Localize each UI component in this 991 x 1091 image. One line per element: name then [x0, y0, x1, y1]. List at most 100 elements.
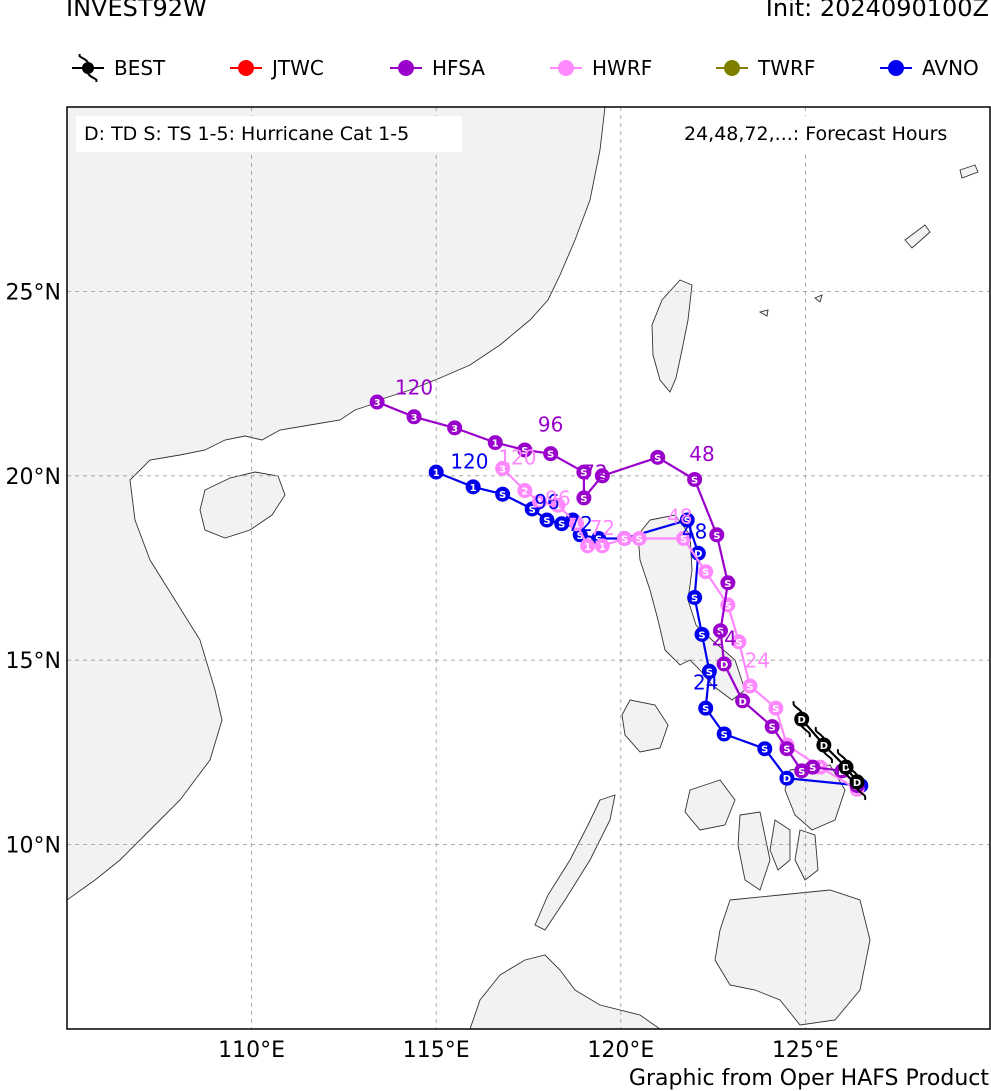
intensity-code: S	[654, 453, 661, 464]
x-tick-label: 115°E	[403, 1038, 470, 1063]
track-point-marker	[650, 449, 666, 465]
legend-item-hfsa: HFSA	[388, 54, 485, 82]
intensity-code: S	[499, 490, 506, 501]
best-track-swirl	[814, 726, 825, 739]
intensity-code: 3	[411, 413, 418, 424]
track-point-marker	[465, 479, 481, 495]
best-track-swirl	[847, 763, 858, 776]
visayas-islands-shape	[684, 779, 819, 891]
track-line	[800, 718, 858, 783]
forecast-hour-label: 120	[395, 376, 433, 400]
track-point-marker	[687, 471, 703, 487]
intensity-code: 1	[470, 483, 477, 494]
track-point-marker	[838, 759, 854, 775]
track-point-marker	[679, 512, 695, 528]
intensity-code: 3	[451, 424, 458, 435]
info-box-right-text: 24,48,72,...: Forecast Hours	[684, 123, 947, 145]
forecast-hour-label: 120	[450, 449, 488, 473]
legend-label: JTWC	[272, 56, 324, 80]
legend-item-hwrf: HWRF	[548, 54, 652, 82]
track-point-marker	[616, 530, 632, 546]
forecast-hour-label: 120	[498, 446, 536, 470]
intensity-code: S	[724, 601, 731, 612]
track-point-marker	[576, 464, 592, 480]
forecast-hour-label: 24	[745, 649, 770, 673]
intensity-code: 1	[492, 439, 499, 450]
forecast-hour-label: 72	[590, 516, 615, 540]
track-point-marker	[568, 516, 584, 532]
intensity-code: S	[577, 531, 584, 542]
intensity-code: D	[694, 549, 702, 560]
track-point-marker	[550, 497, 566, 513]
track-point-marker	[698, 564, 714, 580]
intensity-code: D	[842, 763, 850, 774]
best-track-swirl	[800, 725, 811, 738]
track-point-marker	[495, 486, 511, 502]
legend-label: HFSA	[432, 56, 485, 80]
track-line	[376, 400, 858, 787]
track-point-marker	[447, 420, 463, 436]
intensity-code: 1	[584, 542, 591, 553]
intensity-code: S	[706, 667, 713, 678]
track-point-marker	[731, 634, 747, 650]
track-point-marker	[428, 464, 444, 480]
track-point-marker	[576, 490, 592, 506]
x-tick-label: 125°E	[772, 1038, 839, 1063]
track-point-marker	[742, 678, 758, 694]
storm-name-title: INVEST92W	[66, 0, 207, 22]
track-point-marker	[716, 726, 732, 742]
land-layer	[67, 107, 979, 1029]
intensity-code: S	[809, 763, 816, 774]
info-box-left-bg	[76, 116, 462, 152]
intensity-code: S	[580, 494, 587, 505]
x-tick-label: 120°E	[587, 1038, 654, 1063]
line-dot-icon	[880, 60, 912, 76]
track-point-marker	[487, 435, 503, 451]
hainan-island-shape	[199, 471, 286, 539]
legend-item-best: BEST	[70, 54, 165, 82]
intensity-code: S	[680, 534, 687, 545]
luzon-island-shape	[637, 514, 746, 701]
track-point-marker	[539, 512, 555, 528]
intensity-code: S	[684, 516, 691, 527]
intensity-code: 3	[499, 464, 506, 475]
track-point-marker	[698, 700, 714, 716]
intensity-code: S	[702, 704, 709, 715]
intensity-code: S	[521, 446, 528, 457]
y-tick-label: 25°N	[6, 280, 61, 305]
intensity-code: S	[702, 568, 709, 579]
mainland-asia-shape	[67, 107, 606, 901]
legend-item-avno: AVNO	[878, 54, 979, 82]
hurricane-symbol-icon	[72, 54, 104, 82]
intensity-code: S	[735, 638, 742, 649]
axis-ticks: 110°E 115°E 120°E 125°E 25°N 20°N 15°N 10°N	[6, 280, 839, 1063]
footer-credit: Graphic from Oper HAFS Product	[628, 1066, 989, 1091]
intensity-code: D	[720, 660, 728, 671]
intensity-code: S	[691, 475, 698, 486]
forecast-hour-label: 48	[682, 519, 707, 543]
intensity-code: S	[783, 745, 790, 756]
y-tick-label: 20°N	[6, 465, 61, 490]
intensity-code: S	[717, 627, 724, 638]
track-point-marker	[794, 711, 810, 727]
best-track-swirl	[856, 788, 867, 801]
palawan-island-shape	[534, 794, 616, 931]
track-point-marker	[594, 468, 610, 484]
track-point-marker	[517, 442, 533, 458]
intensity-code: 1	[555, 501, 562, 512]
track-point-marker	[779, 770, 795, 786]
intensity-code: S	[636, 534, 643, 545]
track-point-marker	[694, 626, 710, 642]
track-point-marker	[720, 575, 736, 591]
track-point-marker	[849, 774, 865, 790]
legend-label: BEST	[114, 56, 166, 80]
intensity-code: S	[724, 579, 731, 590]
legend-item-twrf: TWRF	[714, 54, 815, 82]
intensity-code: S	[547, 450, 554, 461]
intensity-code: S	[761, 745, 768, 756]
init-time-title: Init: 2024090100Z	[765, 0, 989, 22]
track-point-marker	[716, 656, 732, 672]
forecast-hour-label: 48	[667, 505, 692, 529]
